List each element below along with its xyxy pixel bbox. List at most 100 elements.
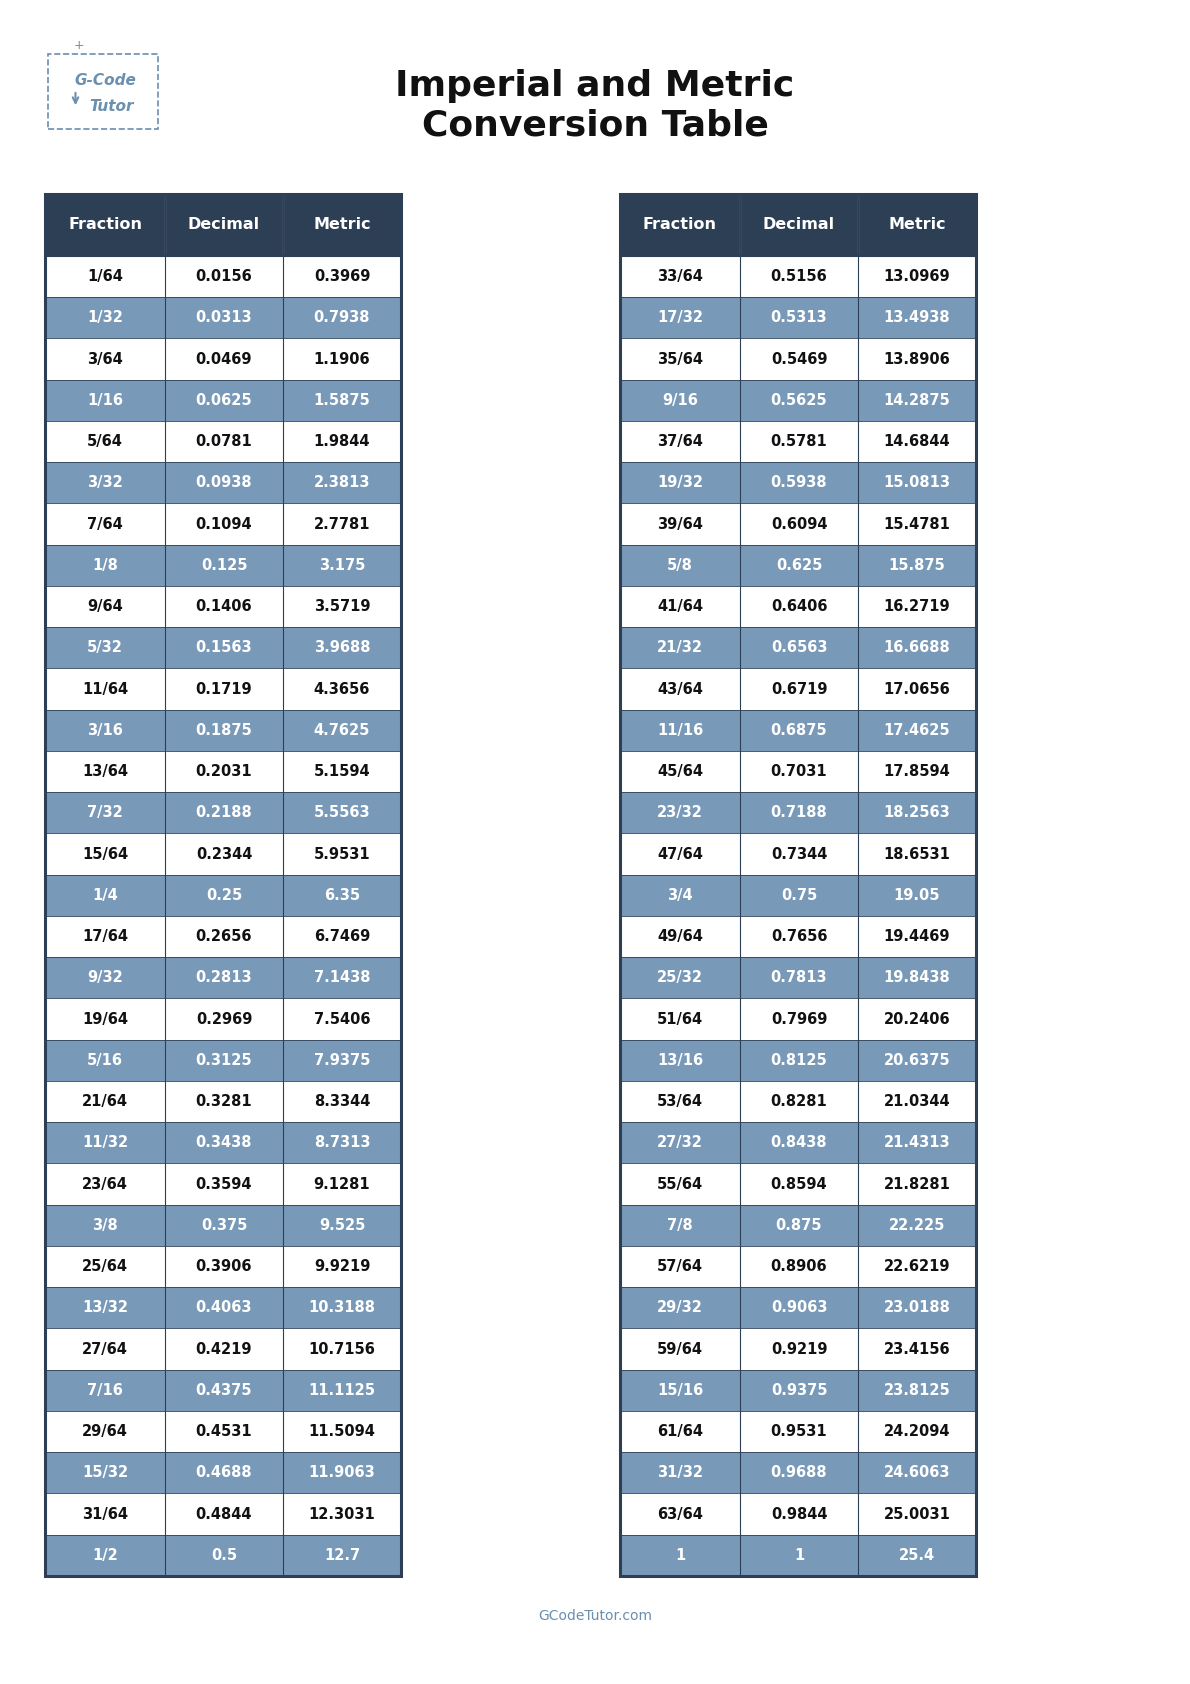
Text: 25.0031: 25.0031 (883, 1507, 951, 1522)
Text: 35/64: 35/64 (657, 352, 703, 367)
Text: 21.4313: 21.4313 (884, 1135, 951, 1150)
Text: 13.0969: 13.0969 (884, 269, 951, 285)
Text: 39/64: 39/64 (657, 517, 703, 532)
Text: 5.5563: 5.5563 (314, 805, 370, 820)
Text: 9.9219: 9.9219 (314, 1260, 370, 1275)
Bar (45, 1081, 401, 1122)
Bar (45, 194, 401, 1576)
Bar (45, 1164, 401, 1204)
Text: 14.6844: 14.6844 (884, 434, 951, 450)
Text: 0.5313: 0.5313 (771, 310, 827, 325)
Text: 4.3656: 4.3656 (314, 682, 370, 697)
Text: 25/32: 25/32 (657, 970, 703, 985)
Text: 1.1906: 1.1906 (314, 352, 370, 367)
Text: 0.0781: 0.0781 (195, 434, 252, 450)
Bar (620, 1039, 976, 1081)
Text: 19.8438: 19.8438 (884, 970, 951, 985)
Text: G-Code: G-Code (74, 72, 136, 88)
Text: Decimal: Decimal (188, 217, 261, 232)
Text: GCodeTutor.com: GCodeTutor.com (538, 1608, 652, 1623)
Text: 0.5938: 0.5938 (771, 475, 827, 490)
Text: 23.8125: 23.8125 (884, 1383, 951, 1398)
Text: 0.7969: 0.7969 (771, 1012, 827, 1027)
Text: 20.6375: 20.6375 (884, 1052, 951, 1068)
Text: 7/8: 7/8 (668, 1218, 693, 1233)
Text: 11/32: 11/32 (82, 1135, 129, 1150)
Bar (45, 1411, 401, 1452)
Text: Tutor: Tutor (89, 99, 134, 115)
Text: 11.9063: 11.9063 (308, 1465, 375, 1480)
Text: 61/64: 61/64 (657, 1425, 703, 1440)
Text: 0.0469: 0.0469 (195, 352, 252, 367)
Text: 0.875: 0.875 (776, 1218, 822, 1233)
Text: 0.75: 0.75 (781, 887, 818, 903)
Text: 0.125: 0.125 (201, 557, 248, 573)
Text: 3/8: 3/8 (92, 1218, 118, 1233)
Text: 1/64: 1/64 (87, 269, 123, 285)
Text: 19/32: 19/32 (657, 475, 703, 490)
Text: 0.1094: 0.1094 (195, 517, 252, 532)
Bar (45, 586, 401, 626)
Text: 59/64: 59/64 (657, 1342, 703, 1357)
Text: 0.4375: 0.4375 (195, 1383, 252, 1398)
Text: 63/64: 63/64 (657, 1507, 703, 1522)
Text: 9.525: 9.525 (319, 1218, 365, 1233)
Bar (45, 296, 401, 338)
Bar (620, 791, 976, 834)
Text: 9/32: 9/32 (87, 970, 123, 985)
Text: 0.9844: 0.9844 (771, 1507, 827, 1522)
Text: Fraction: Fraction (643, 217, 718, 232)
Bar (45, 791, 401, 834)
Text: 45/64: 45/64 (657, 765, 703, 780)
Bar (620, 626, 976, 669)
Bar (45, 1122, 401, 1164)
Text: 31/32: 31/32 (657, 1465, 703, 1480)
Text: 0.375: 0.375 (201, 1218, 248, 1233)
Bar (620, 1329, 976, 1369)
Bar (45, 1039, 401, 1081)
Text: 8.3344: 8.3344 (314, 1095, 370, 1110)
Text: 23.4156: 23.4156 (884, 1342, 951, 1357)
Text: 14.2875: 14.2875 (884, 392, 951, 408)
Bar (620, 504, 976, 544)
Bar (45, 1494, 401, 1534)
Text: 5/64: 5/64 (87, 434, 123, 450)
Text: 21.8281: 21.8281 (883, 1177, 951, 1192)
Text: 27/64: 27/64 (82, 1342, 129, 1357)
Bar (45, 421, 401, 461)
Text: 0.2969: 0.2969 (196, 1012, 252, 1027)
Text: 5/32: 5/32 (87, 640, 123, 655)
Text: 8.7313: 8.7313 (314, 1135, 370, 1150)
Text: 1/4: 1/4 (92, 887, 118, 903)
Text: 25.4: 25.4 (898, 1548, 935, 1563)
Text: 24.6063: 24.6063 (884, 1465, 951, 1480)
Text: 0.7344: 0.7344 (771, 847, 827, 862)
Text: 57/64: 57/64 (657, 1260, 703, 1275)
Text: 0.6875: 0.6875 (771, 722, 827, 738)
Text: Conversion Table: Conversion Table (421, 109, 769, 143)
Text: 0.6406: 0.6406 (771, 600, 827, 615)
Text: 10.3188: 10.3188 (308, 1300, 376, 1315)
Text: 22.6219: 22.6219 (884, 1260, 951, 1275)
Text: 3/16: 3/16 (87, 722, 123, 738)
Text: 0.6719: 0.6719 (771, 682, 827, 697)
Text: 1/2: 1/2 (92, 1548, 118, 1563)
Bar (620, 957, 976, 999)
Text: 5.9531: 5.9531 (314, 847, 370, 862)
Text: 17/64: 17/64 (82, 930, 129, 945)
Text: 13/16: 13/16 (657, 1052, 703, 1068)
Text: 2.7781: 2.7781 (314, 517, 370, 532)
Bar (620, 1287, 976, 1329)
Text: 0.9375: 0.9375 (771, 1383, 827, 1398)
Text: 0.5625: 0.5625 (771, 392, 827, 408)
Text: Metric: Metric (888, 217, 946, 232)
Text: Decimal: Decimal (763, 217, 835, 232)
Text: 11.1125: 11.1125 (308, 1383, 376, 1398)
Bar (620, 379, 976, 421)
Bar (620, 834, 976, 874)
Bar (620, 1452, 976, 1494)
Bar (45, 1452, 401, 1494)
Text: 0.1875: 0.1875 (195, 722, 252, 738)
Bar (620, 194, 976, 256)
Text: 0.3281: 0.3281 (195, 1095, 252, 1110)
